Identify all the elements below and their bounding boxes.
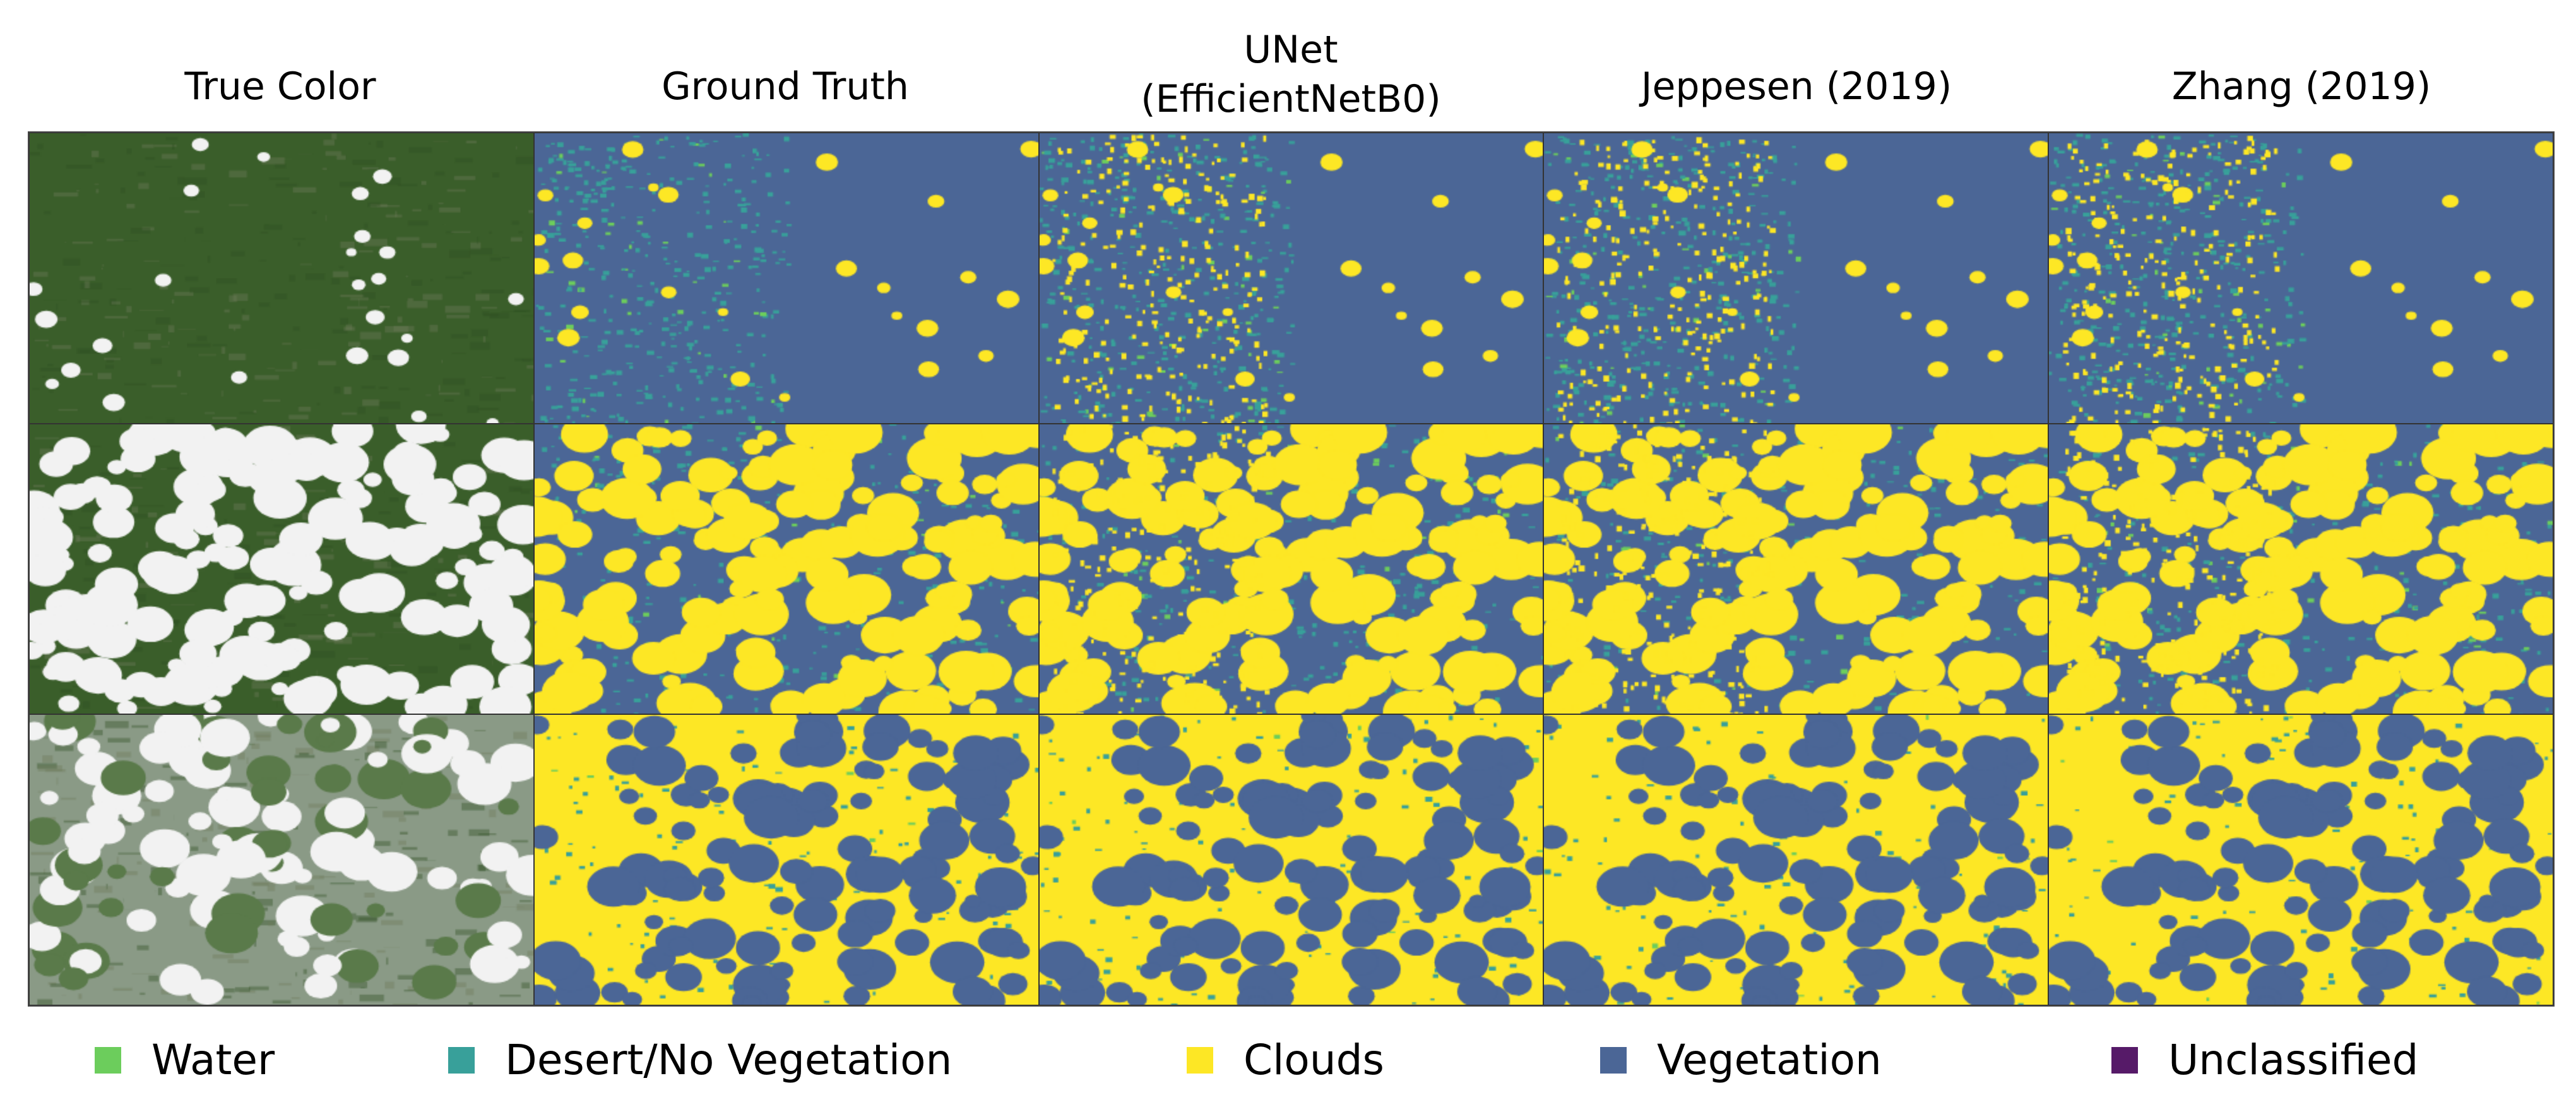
legend-label: Vegetation bbox=[1657, 1036, 1882, 1084]
segmentation-image bbox=[2049, 715, 2553, 1005]
panel-row3-unet bbox=[1038, 714, 1544, 1005]
vegetation-swatch bbox=[1600, 1046, 1627, 1074]
clouds-swatch bbox=[1187, 1046, 1213, 1074]
segmentation-image bbox=[534, 424, 1038, 714]
column-title-zhang: Zhang (2019) bbox=[2171, 64, 2431, 109]
panel-row1-unet bbox=[1038, 133, 1544, 424]
segmentation-image bbox=[2049, 424, 2553, 714]
panel-row3-true-color bbox=[29, 714, 534, 1005]
panel-row3-jeppesen bbox=[1543, 714, 2049, 1005]
panel-row1-true-color bbox=[29, 133, 534, 424]
panel-row3-zhang bbox=[2048, 714, 2553, 1005]
panel-row1-jeppesen bbox=[1543, 133, 2049, 424]
column-title-ground-truth: Ground Truth bbox=[662, 64, 909, 109]
segmentation-image bbox=[1544, 424, 2048, 714]
panel-row1-zhang bbox=[2048, 133, 2553, 424]
segmentation-image bbox=[1039, 133, 1543, 423]
segmentation-image bbox=[1039, 424, 1543, 714]
segmentation-image bbox=[30, 715, 533, 1005]
segmentation-image bbox=[30, 424, 533, 714]
desert-swatch bbox=[448, 1046, 475, 1074]
segmentation-image bbox=[2049, 133, 2553, 423]
panel-row1-ground-truth bbox=[533, 133, 1039, 424]
panel-row2-unet bbox=[1038, 423, 1544, 715]
column-title-unet: UNet (EfficientNetB0) bbox=[1141, 28, 1441, 121]
segmentation-image bbox=[534, 133, 1038, 423]
panel-row2-true-color bbox=[29, 423, 534, 715]
legend-label: Desert/No Vegetation bbox=[505, 1036, 953, 1084]
panel-row2-jeppesen bbox=[1543, 423, 2049, 715]
segmentation-image bbox=[1544, 715, 2048, 1005]
legend-item-water: Water bbox=[95, 1036, 275, 1084]
water-swatch bbox=[95, 1046, 121, 1074]
legend-item-unclassified: Unclassified bbox=[2111, 1036, 2418, 1084]
legend-label: Clouds bbox=[1243, 1036, 1384, 1084]
legend: Water Desert/No Vegetation Clouds Vegeta… bbox=[0, 1036, 2576, 1099]
legend-label: Unclassified bbox=[2168, 1036, 2419, 1084]
panel-row2-zhang bbox=[2048, 423, 2553, 715]
segmentation-image bbox=[1544, 133, 2048, 423]
segmentation-image bbox=[534, 715, 1038, 1005]
segmentation-image bbox=[1039, 715, 1543, 1005]
image-grid bbox=[28, 131, 2555, 1007]
column-title-true-color: True Color bbox=[184, 64, 376, 109]
segmentation-image bbox=[30, 133, 533, 423]
column-title-jeppesen: Jeppesen (2019) bbox=[1641, 64, 1952, 109]
legend-item-desert: Desert/No Vegetation bbox=[448, 1036, 952, 1084]
panel-row3-ground-truth bbox=[533, 714, 1039, 1005]
legend-label: Water bbox=[151, 1036, 275, 1084]
legend-item-vegetation: Vegetation bbox=[1600, 1036, 1882, 1084]
unclassified-swatch bbox=[2111, 1046, 2138, 1074]
panel-row2-ground-truth bbox=[533, 423, 1039, 715]
legend-item-clouds: Clouds bbox=[1187, 1036, 1384, 1084]
